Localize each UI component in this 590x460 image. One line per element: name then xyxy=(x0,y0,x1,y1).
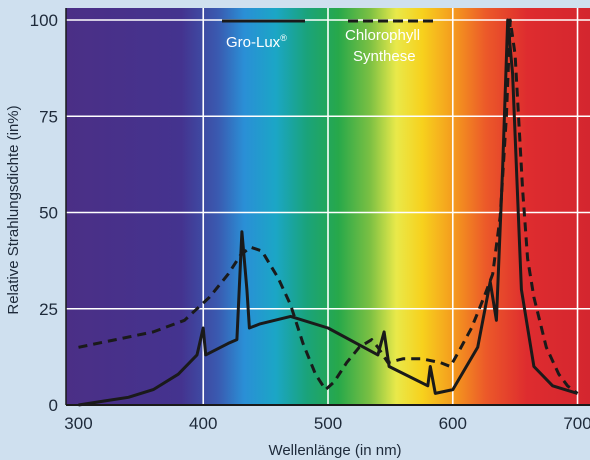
x-tick-labels: 300 400 500 600 700 xyxy=(64,414,590,433)
series-line-gro-lux xyxy=(78,18,578,407)
x-tick-label-700: 700 xyxy=(563,414,590,433)
series-layer xyxy=(78,18,579,407)
grid xyxy=(66,8,590,405)
x-tick-label-600: 600 xyxy=(439,414,467,433)
x-axis-title: Wellenlänge (in nm) xyxy=(268,442,401,459)
x-tick-label-400: 400 xyxy=(189,414,217,433)
legend-gro-lux-mark: ® xyxy=(280,33,287,43)
y-tick-label-25: 25 xyxy=(39,300,58,319)
legend-gro-lux-name: Gro-Lux xyxy=(226,34,281,51)
legend-gro-lux-label: Gro-Lux® xyxy=(226,33,287,51)
y-tick-label-75: 75 xyxy=(39,107,58,126)
legend: Gro-Lux® Chlorophyll Synthese xyxy=(222,19,436,65)
x-tick-label-500: 500 xyxy=(314,414,342,433)
legend-chlorophyll-line2: Synthese xyxy=(353,48,416,65)
x-tick-label-300: 300 xyxy=(64,414,92,433)
y-tick-label-0: 0 xyxy=(49,396,58,415)
legend-chlorophyll-line1: Chlorophyll xyxy=(345,27,420,44)
y-tick-labels: 0 25 50 75 100 xyxy=(30,11,58,415)
y-axis-title: Relative Strahlungsdichte (in%) xyxy=(5,105,22,314)
y-tick-label-100: 100 xyxy=(30,11,58,30)
series-line-chlorophyll-synthese xyxy=(78,18,579,395)
y-tick-label-50: 50 xyxy=(39,204,58,223)
